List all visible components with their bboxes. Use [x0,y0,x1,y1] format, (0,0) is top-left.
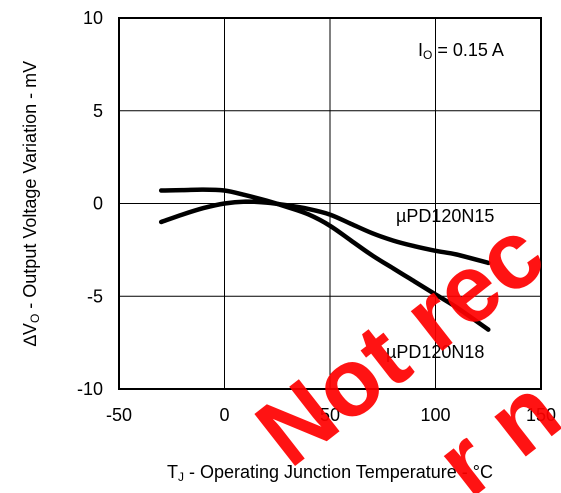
series-curves [158,187,491,332]
series-label-upd120n18: µPD120N18 [386,342,484,362]
y-axis-label: ∆VO - Output Voltage Variation - mV [20,61,42,346]
y-tick-label: -5 [87,286,103,306]
y-tick-label: 5 [93,101,103,121]
current-annotation: IO = 0.15 A [418,40,504,62]
y-tick-label: 10 [83,8,103,28]
x-tick-label: 150 [526,405,556,425]
x-tick-label: 50 [320,405,340,425]
x-tick-label: 100 [420,405,450,425]
grid-lines [119,18,541,389]
series-label-upd120n15: µPD120N15 [396,206,494,226]
y-tick-label: -10 [77,379,103,399]
plot-frame [118,17,542,390]
x-tick-label: -50 [106,405,132,425]
y-tick-label: 0 [93,194,103,214]
x-tick-labels: -50 0 50 100 150 [106,405,556,425]
y-tick-labels: -10 -5 0 5 10 [77,8,103,399]
series-line-1 [158,187,491,332]
x-axis-label: TJ - Operating Junction Temperature - °C [167,462,493,484]
series-line-0 [158,199,491,266]
x-tick-label: 0 [219,405,229,425]
